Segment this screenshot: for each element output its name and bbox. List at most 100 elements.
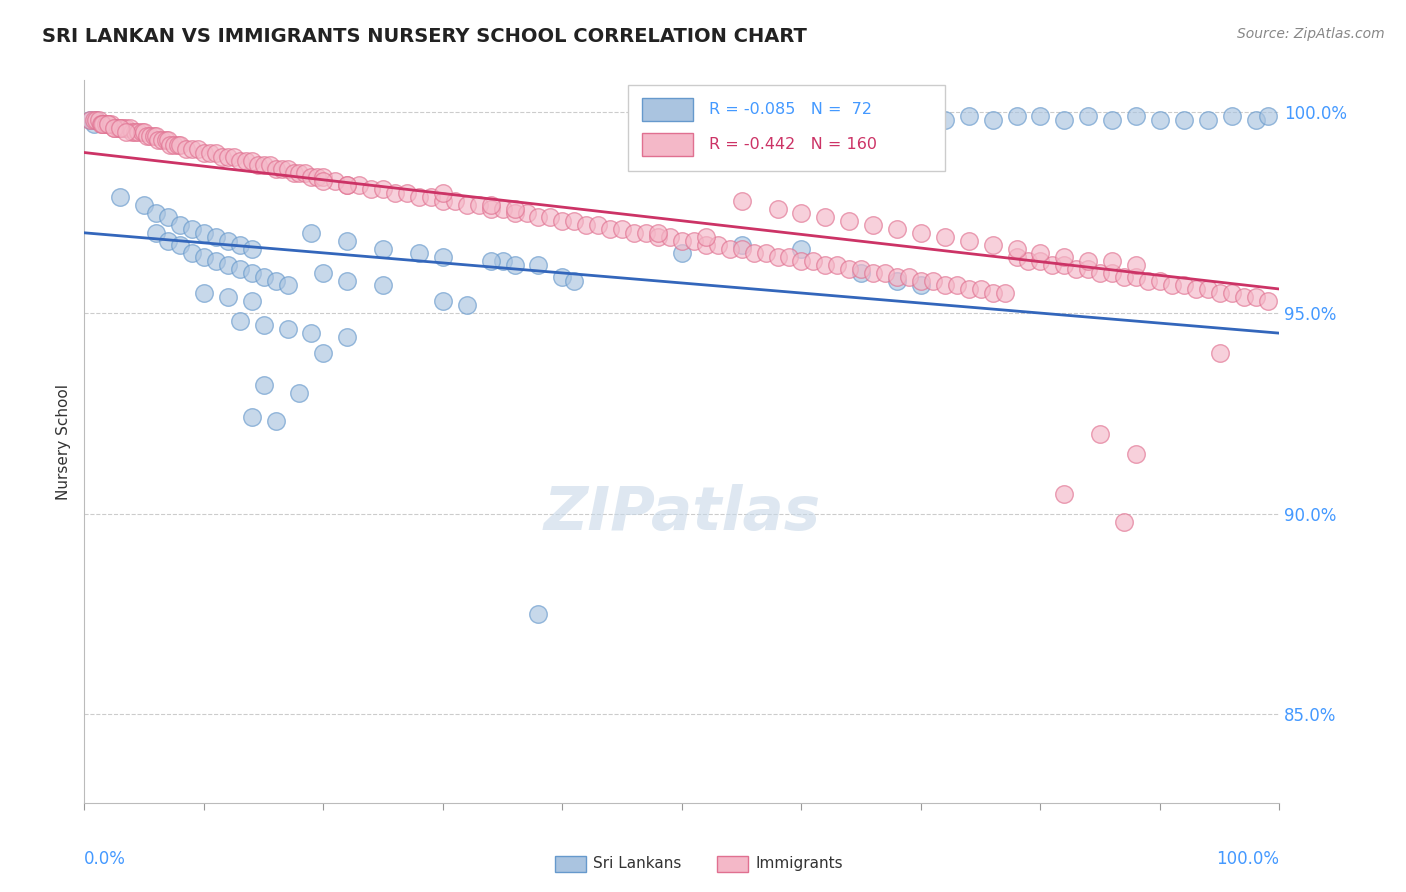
Point xyxy=(922,274,945,288)
Point xyxy=(790,254,813,268)
Point xyxy=(564,214,586,228)
Point xyxy=(1029,110,1052,124)
Point xyxy=(373,278,395,293)
Point xyxy=(790,242,813,256)
Point xyxy=(145,226,167,240)
Point xyxy=(886,222,908,236)
Point xyxy=(444,194,467,208)
Point xyxy=(790,206,813,220)
Point xyxy=(1005,242,1028,256)
Point xyxy=(516,206,538,220)
Point xyxy=(217,150,239,164)
Point xyxy=(181,246,204,260)
Point xyxy=(157,210,180,224)
Point xyxy=(1197,282,1219,296)
Point xyxy=(1220,110,1243,124)
Point xyxy=(127,126,149,140)
Point xyxy=(910,274,932,288)
Point xyxy=(1101,266,1123,280)
Point xyxy=(193,145,215,160)
Point xyxy=(957,110,980,124)
Point xyxy=(1149,274,1171,288)
Point xyxy=(540,210,562,224)
Point xyxy=(240,242,263,256)
FancyBboxPatch shape xyxy=(628,86,945,170)
Point xyxy=(301,226,323,240)
Point xyxy=(503,258,526,272)
Point xyxy=(981,113,1004,128)
Point xyxy=(97,118,120,132)
Point xyxy=(86,113,108,128)
Point xyxy=(946,278,969,293)
Text: R = -0.085   N =  72: R = -0.085 N = 72 xyxy=(710,103,872,118)
Point xyxy=(301,326,323,341)
Point xyxy=(193,226,215,240)
Point xyxy=(934,230,956,244)
Point xyxy=(193,286,215,301)
Point xyxy=(264,415,287,429)
Point xyxy=(107,121,129,136)
Point xyxy=(1149,113,1171,128)
Point xyxy=(118,121,141,136)
Point xyxy=(432,194,454,208)
Point xyxy=(111,121,134,136)
Point xyxy=(124,126,146,140)
Point xyxy=(827,258,849,272)
Point xyxy=(695,230,717,244)
Point xyxy=(336,274,359,288)
Point xyxy=(301,169,323,184)
Point xyxy=(148,134,170,148)
Point xyxy=(527,258,550,272)
Point xyxy=(246,158,269,172)
Point xyxy=(503,206,526,220)
Point xyxy=(671,234,693,248)
Point xyxy=(1233,290,1256,304)
Point xyxy=(1090,266,1112,280)
Point xyxy=(277,322,299,336)
Point xyxy=(862,218,884,232)
Point xyxy=(132,198,156,212)
Point xyxy=(288,166,311,180)
Point xyxy=(312,169,335,184)
Point xyxy=(79,113,101,128)
Point xyxy=(235,153,257,168)
Point xyxy=(283,166,305,180)
Point xyxy=(851,113,873,128)
Point xyxy=(957,282,980,296)
Point xyxy=(731,242,754,256)
Point xyxy=(731,110,754,124)
Point xyxy=(86,113,108,128)
Point xyxy=(240,153,263,168)
Point xyxy=(222,150,245,164)
Point xyxy=(288,386,311,401)
Point xyxy=(90,118,112,132)
Point xyxy=(396,186,419,200)
Point xyxy=(479,198,502,212)
Point xyxy=(142,129,165,144)
Point xyxy=(779,250,801,264)
Point xyxy=(174,142,197,156)
Point xyxy=(814,258,837,272)
Point xyxy=(742,246,765,260)
Text: Immigrants: Immigrants xyxy=(755,856,842,871)
Point xyxy=(217,258,239,272)
Point xyxy=(910,110,932,124)
Point xyxy=(981,286,1004,301)
Point xyxy=(145,206,167,220)
Point xyxy=(150,134,173,148)
Y-axis label: Nursery School: Nursery School xyxy=(56,384,72,500)
Point xyxy=(87,113,110,128)
Point xyxy=(1090,426,1112,441)
Point xyxy=(851,266,873,280)
Point xyxy=(492,254,515,268)
Point xyxy=(229,314,252,328)
Point xyxy=(731,194,754,208)
Point xyxy=(1197,113,1219,128)
Point xyxy=(79,113,101,128)
Point xyxy=(695,238,717,252)
Point xyxy=(336,178,359,192)
Point xyxy=(934,278,956,293)
Point xyxy=(1101,254,1123,268)
Point xyxy=(718,242,741,256)
Point xyxy=(211,150,233,164)
